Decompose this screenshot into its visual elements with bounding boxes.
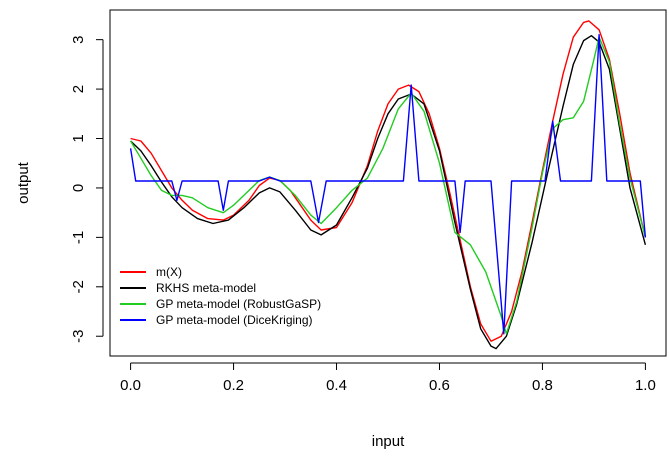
legend: m(X) RKHS meta-model GP meta-model (Robust… [120, 265, 321, 327]
y-tick-label: -1 [70, 231, 87, 244]
y-axis: -3 -2 -1 0 1 2 3 [70, 36, 104, 343]
series-line-1 [130, 20, 647, 342]
x-tick-label: 1.0 [635, 377, 656, 394]
legend-label-3: GP meta-model (RobustGaSP) [156, 297, 321, 311]
x-axis-title: input [372, 433, 405, 450]
y-tick-label: -3 [70, 330, 87, 343]
legend-label-4: GP meta-model (DiceKriging) [156, 313, 313, 327]
y-tick-label: 1 [70, 134, 87, 142]
y-tick-label: 3 [70, 36, 87, 44]
plot-frame [109, 9, 667, 357]
y-tick-label: -2 [70, 280, 87, 293]
y-axis-title: output [15, 161, 32, 204]
series-line-4 [129, 34, 647, 335]
y-tick-label: 0 [70, 184, 87, 192]
y-tick-label: 2 [70, 85, 87, 93]
series-layer [129, 20, 647, 350]
x-tick-label: 0.4 [326, 377, 347, 394]
legend-label-2: RKHS meta-model [156, 281, 256, 295]
series-line-2 [130, 35, 647, 350]
x-tick-label: 0.6 [429, 377, 450, 394]
x-tick-label: 0.0 [120, 377, 141, 394]
legend-label-1: m(X) [156, 265, 182, 279]
x-axis: 0.0 0.2 0.4 0.6 0.8 1.0 [120, 362, 656, 394]
x-tick-label: 0.8 [532, 377, 553, 394]
x-tick-label: 0.2 [223, 377, 244, 394]
series-line-3 [129, 36, 647, 335]
